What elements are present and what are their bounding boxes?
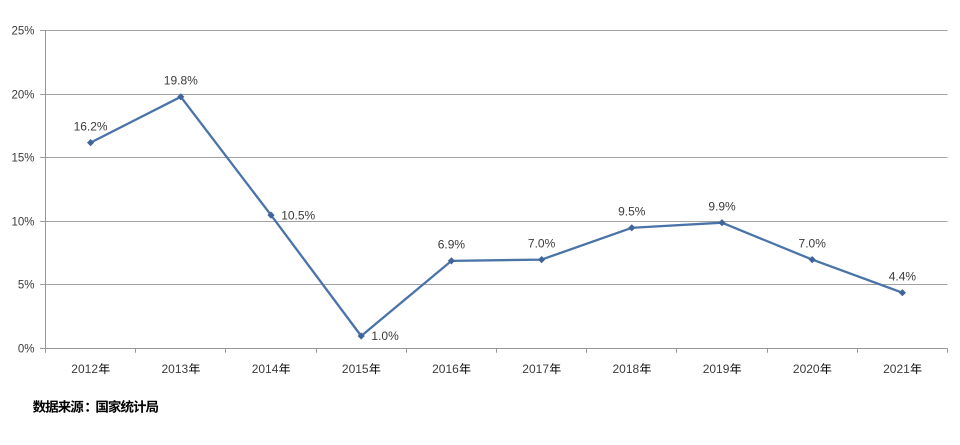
svg-text:9.5%: 9.5%	[618, 205, 646, 219]
svg-text:7.0%: 7.0%	[799, 236, 827, 250]
svg-text:2019: 2019	[703, 362, 730, 376]
svg-text:2018: 2018	[613, 362, 640, 376]
svg-text:2016: 2016	[432, 362, 459, 376]
svg-text:2015: 2015	[342, 362, 369, 376]
svg-text:2017: 2017	[522, 362, 549, 376]
svg-text:4.4%: 4.4%	[889, 269, 917, 283]
svg-text:6.9%: 6.9%	[438, 238, 466, 252]
svg-text:2012: 2012	[71, 362, 98, 376]
svg-text:0%: 0%	[18, 344, 35, 356]
svg-text:2021: 2021	[883, 362, 910, 376]
svg-text:2020: 2020	[793, 362, 820, 376]
svg-text:2013: 2013	[162, 362, 189, 376]
svg-text:20%: 20%	[11, 90, 34, 102]
svg-text:19.8%: 19.8%	[164, 74, 198, 88]
svg-text:10%: 10%	[11, 217, 34, 229]
svg-text:10.5%: 10.5%	[281, 208, 315, 222]
svg-text:7.0%: 7.0%	[528, 236, 556, 250]
svg-text:9.9%: 9.9%	[708, 199, 736, 213]
svg-text:1.0%: 1.0%	[371, 329, 399, 343]
svg-text:2014: 2014	[252, 362, 279, 376]
svg-text:15%: 15%	[11, 153, 34, 165]
svg-text:25%: 25%	[11, 26, 34, 38]
svg-text:5%: 5%	[18, 280, 35, 292]
svg-text:16.2%: 16.2%	[74, 119, 108, 133]
